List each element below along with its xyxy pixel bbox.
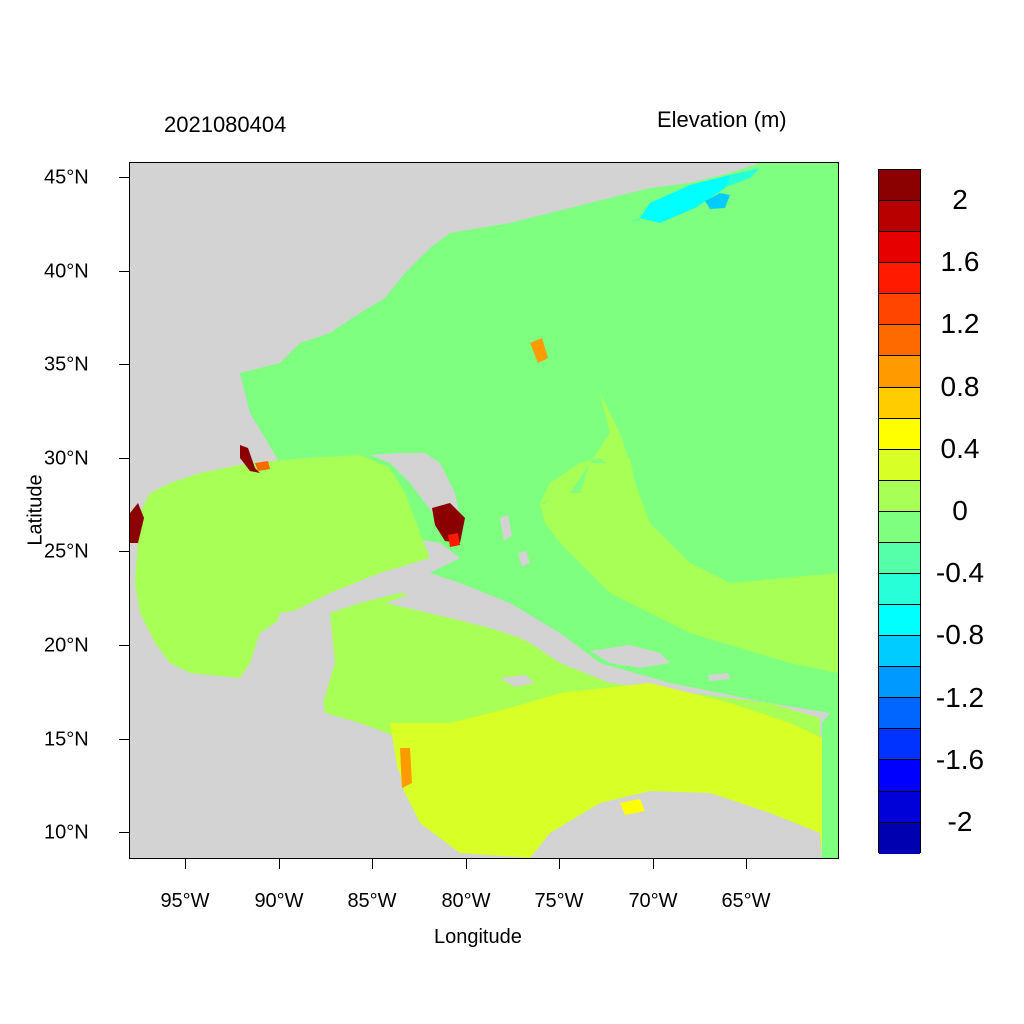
sargasso-positive <box>540 503 838 673</box>
colorbar-label: -0.8 <box>935 619 985 651</box>
y-tick-label: 40°N <box>44 260 89 283</box>
colorbar-segment <box>879 574 920 606</box>
florida-surge <box>432 503 465 543</box>
x-tick <box>559 859 560 869</box>
colorbar-segment <box>879 729 920 761</box>
colorbar-segment <box>879 667 920 699</box>
colorbar-label: 0 <box>952 495 968 526</box>
x-tick <box>653 859 654 869</box>
colorbar-label: -1.6 <box>935 743 985 775</box>
y-tick <box>119 551 129 552</box>
gulf-of-mexico <box>135 455 430 678</box>
bahamas <box>500 515 530 567</box>
x-tick <box>466 859 467 869</box>
colorbar-segment <box>879 294 920 326</box>
south-america <box>530 791 822 858</box>
colorbar-segment <box>879 170 920 202</box>
colorbar-segment <box>879 201 920 233</box>
x-tick <box>372 859 373 869</box>
colorbar-label: -0.4 <box>935 557 985 589</box>
x-tick-label: 85°W <box>347 890 397 912</box>
y-axis-label: Latitude <box>24 474 47 546</box>
y-tick-label: 25°N <box>44 540 89 563</box>
y-tick <box>119 364 129 365</box>
colorbar-segment <box>879 325 920 357</box>
y-tick <box>119 739 129 740</box>
colorbar-label: 2 <box>952 184 968 216</box>
colorbar-segment <box>879 511 920 543</box>
x-tick-label: 70°W <box>628 890 678 912</box>
gulf-of-maine-deep <box>705 193 730 209</box>
map-svg <box>130 163 838 858</box>
puerto-rico <box>708 673 730 681</box>
y-tick <box>119 458 129 459</box>
colorbar-segment <box>879 418 920 450</box>
x-tick <box>279 859 280 869</box>
nicaragua-surge <box>400 748 412 788</box>
x-tick <box>746 859 747 869</box>
florida-surge-edge <box>448 533 460 547</box>
colorbar-segment <box>879 605 920 637</box>
y-tick <box>119 271 129 272</box>
y-tick-label: 30°N <box>44 447 89 470</box>
x-tick-label: 90°W <box>254 890 304 912</box>
atlantic-bulge-3 <box>590 458 650 523</box>
colorbar-segment <box>879 263 920 295</box>
timestamp-title: 2021080404 <box>164 112 287 137</box>
variable-title: Elevation (m) <box>657 107 787 132</box>
carolina-surge <box>530 338 548 363</box>
louisiana-surge <box>255 461 270 471</box>
atlantic-bulge <box>540 393 630 503</box>
gulf-of-maine-low <box>640 175 730 223</box>
colorbar-segment <box>879 387 920 419</box>
colorbar-label: 1.2 <box>940 308 980 340</box>
colorbar-segment <box>879 822 920 854</box>
x-tick-label: 65°W <box>721 890 771 912</box>
atlantic-ocean <box>240 163 838 858</box>
x-tick-label: 75°W <box>534 890 584 912</box>
colorbar-segment <box>879 449 920 481</box>
y-tick-label: 35°N <box>44 353 89 376</box>
x-tick-label: 95°W <box>160 890 210 912</box>
colorbar-segment <box>879 542 920 575</box>
colorbar-segment <box>879 232 920 264</box>
colorbar-label: 1.6 <box>940 246 980 278</box>
gulf-coast-surge <box>240 445 260 473</box>
y-tick-label: 10°N <box>44 821 89 844</box>
colorbar-segment <box>879 698 920 730</box>
colorbar-segment <box>879 760 920 792</box>
y-tick-label: 15°N <box>44 728 89 751</box>
y-tick <box>119 177 129 178</box>
colorbar-label: -1.2 <box>935 681 985 713</box>
x-tick-label: 80°W <box>441 890 491 912</box>
colorbar-label: -2 <box>947 805 973 837</box>
yucatan <box>270 608 335 718</box>
x-axis-label: Longitude <box>434 926 522 948</box>
texas-coast-surge <box>130 503 144 543</box>
map-plot <box>129 162 839 859</box>
y-tick <box>119 645 129 646</box>
colorbar-segment <box>879 636 920 668</box>
hispaniola <box>590 645 670 668</box>
y-tick <box>119 832 129 833</box>
jamaica <box>500 675 535 687</box>
central-america <box>130 708 440 858</box>
colorbar-segment <box>879 480 920 512</box>
y-tick-label: 20°N <box>44 634 89 657</box>
colorbar-segment <box>879 791 920 823</box>
y-tick-label: 45°N <box>44 166 89 189</box>
colorbar-segment <box>879 356 920 388</box>
x-tick <box>185 859 186 869</box>
colorbar <box>878 169 921 854</box>
venezuela-surge <box>620 799 645 815</box>
colorbar-label: 0.8 <box>940 370 980 402</box>
cuba <box>385 591 570 647</box>
colorbar-label: 0.4 <box>940 432 980 464</box>
